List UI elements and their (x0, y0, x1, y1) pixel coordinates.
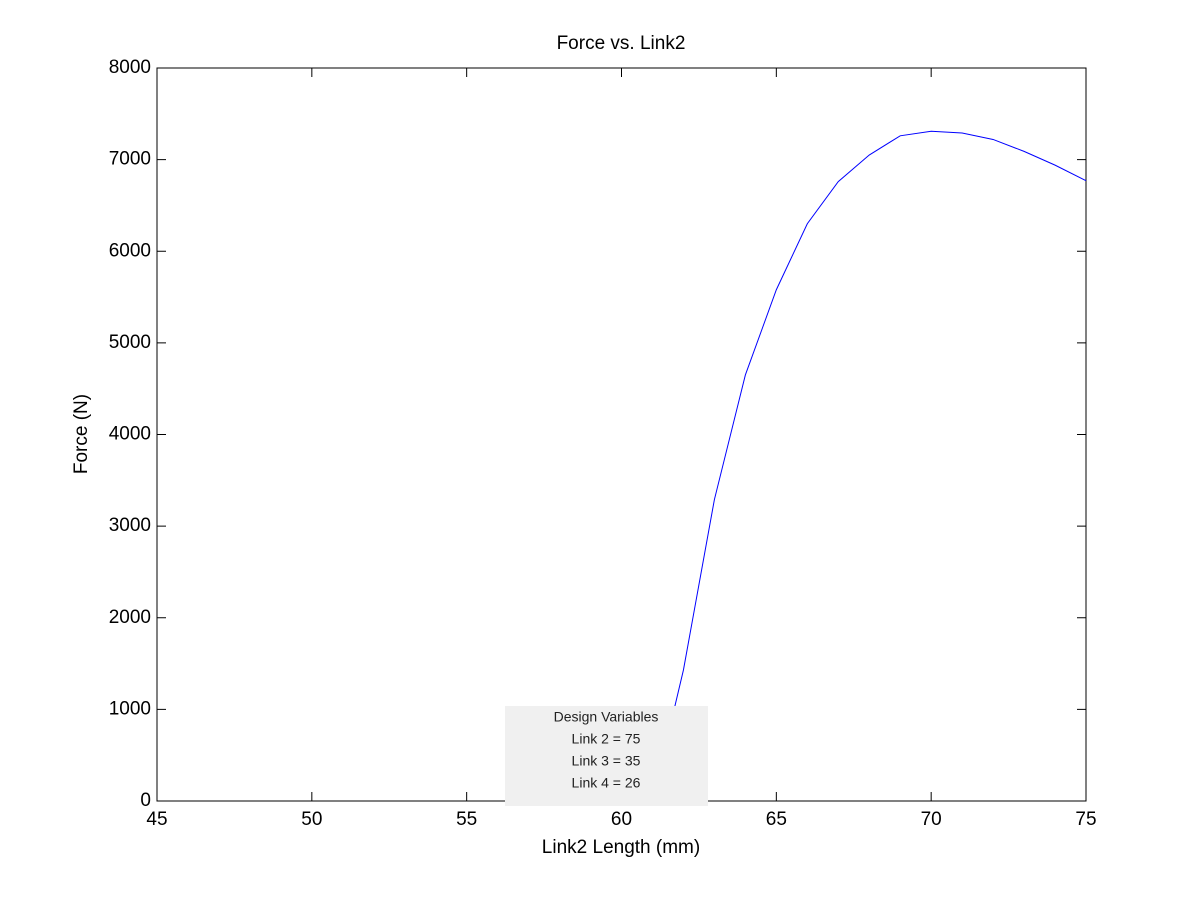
x-tick-label: 45 (146, 809, 167, 830)
y-tick-label: 4000 (109, 424, 151, 445)
annotation-text: Link 2 = 75 (572, 731, 641, 747)
x-tick-label: 65 (766, 809, 787, 830)
y-tick-label: 3000 (109, 515, 151, 536)
x-tick-label: 60 (611, 809, 632, 830)
y-axis-label: Force (N) (71, 394, 92, 474)
x-tick-label: 70 (921, 809, 942, 830)
line-series (651, 130, 1087, 802)
y-tick-label: 6000 (109, 240, 151, 261)
y-tick-label: 1000 (109, 698, 151, 719)
annotation-box (505, 706, 708, 806)
y-tick-label: 7000 (109, 149, 151, 170)
x-tick-label: 50 (301, 809, 322, 830)
x-axis-label: Link2 Length (mm) (542, 837, 700, 858)
y-tick-label: 2000 (109, 607, 151, 628)
y-tick-label: 0 (140, 790, 151, 811)
x-tick-label: 55 (456, 809, 477, 830)
x-tick-label: 75 (1075, 809, 1096, 830)
y-tick-label: 5000 (109, 332, 151, 353)
annotation-text: Design Variables (554, 709, 659, 725)
chart-title: Force vs. Link2 (557, 33, 686, 54)
annotation-text: Link 3 = 35 (572, 753, 641, 769)
plot-area (156, 67, 1087, 802)
y-tick-label: 8000 (109, 57, 151, 78)
annotation-text: Link 4 = 26 (572, 775, 641, 791)
